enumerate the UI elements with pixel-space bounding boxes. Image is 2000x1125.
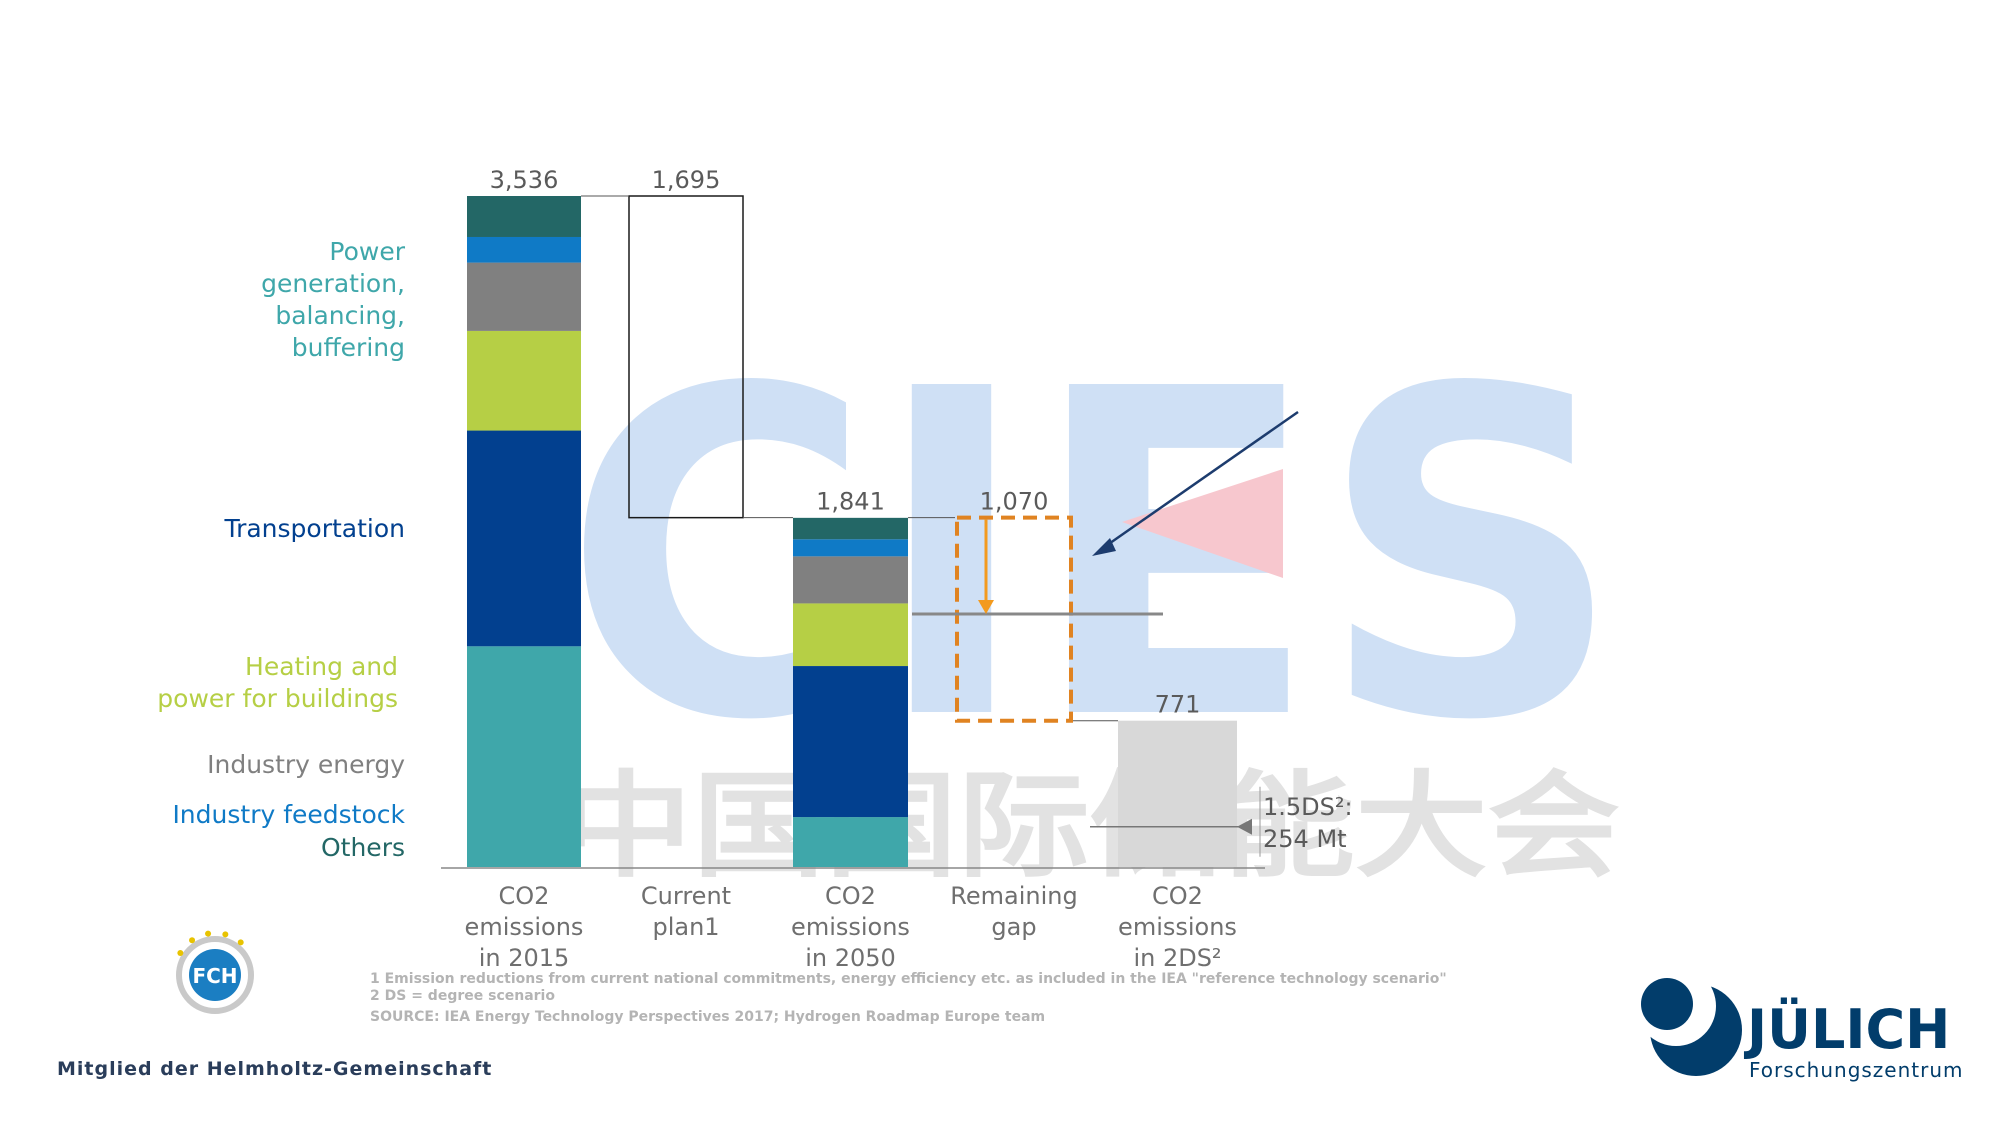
julich-logo-dot: [1641, 978, 1693, 1030]
bar-segment: [467, 646, 581, 867]
data-label: 3,536: [490, 166, 559, 194]
pointer-arrow-head: [1092, 538, 1116, 556]
bar-segment: [793, 539, 908, 557]
data-label: 771: [1155, 691, 1201, 719]
legend-label: Power: [329, 237, 405, 266]
footnote: 1 Emission reductions from current natio…: [370, 971, 1447, 987]
julich-logo-subtitle: Forschungszentrum: [1749, 1058, 1964, 1082]
bar-segment: [467, 330, 581, 431]
category-label: plan1: [652, 913, 719, 941]
fch-logo-text: FCH: [192, 964, 237, 988]
fch-logo-ring: [176, 936, 254, 1014]
bar-segment: [793, 817, 908, 867]
category-label: in 2015: [479, 944, 570, 972]
bar-segment: [793, 603, 908, 667]
legend-label: buffering: [292, 333, 405, 362]
fch-logo-star: [189, 937, 196, 944]
helmholtz-member-text: Mitglied der Helmholtz-Gemeinschaft: [57, 1058, 492, 1080]
legend-label: Heating and: [245, 652, 398, 681]
fch-logo-star: [237, 939, 244, 946]
category-label: CO2: [499, 882, 550, 910]
bar-2ds: [1118, 720, 1237, 867]
footnote: SOURCE: IEA Energy Technology Perspectiv…: [370, 1009, 1045, 1025]
category-label: in 2DS²: [1133, 944, 1221, 972]
watermark-triangle: [1122, 469, 1283, 578]
watermark-latin: CIES: [563, 295, 1623, 819]
data-label: 1,841: [816, 488, 885, 516]
legend-label: Industry energy: [207, 750, 405, 779]
category-label: Current: [641, 882, 731, 910]
bar-segment: [467, 196, 581, 237]
data-label: 1,070: [980, 488, 1049, 516]
legend-label: generation,: [261, 269, 405, 298]
fch-logo-star: [205, 930, 212, 937]
gap-arrow-head: [978, 600, 994, 615]
bar-segment: [793, 517, 908, 540]
footer: 1 Emission reductions from current natio…: [57, 930, 1964, 1082]
legend-label: Transportation: [223, 514, 405, 543]
bar-segment: [467, 430, 581, 647]
category-label: emissions: [791, 913, 910, 941]
chart-annotations: 1.5DS²: 254 Mt: [912, 410, 1353, 857]
annotation-text: 1.5DS²:: [1263, 793, 1353, 821]
pointer-arrow-shaft: [1102, 410, 1299, 550]
legend-label: balancing,: [275, 301, 405, 330]
category-label: emissions: [1118, 913, 1237, 941]
annotation-text: 254 Mt: [1263, 825, 1347, 853]
category-label: CO2: [1152, 882, 1203, 910]
chart-bars: [441, 195, 1265, 869]
legend-label: Others: [321, 833, 405, 862]
footnote: 2 DS = degree scenario: [370, 988, 555, 1004]
category-label: in 2050: [805, 944, 896, 972]
fch-logo-star: [177, 950, 184, 956]
legend-label: power for buildings: [157, 684, 398, 713]
bar-current-plan: [628, 195, 744, 519]
category-label: emissions: [465, 913, 584, 941]
data-label: 1,695: [652, 166, 721, 194]
fch-logo-star: [222, 931, 229, 938]
category-label: CO2: [825, 882, 876, 910]
bar-remaining-gap: [955, 515, 1073, 723]
chart-labels: 3,536 1,695 1,841 1,070 771 CO2 emissions in 20…: [157, 166, 1237, 972]
bar-segment: [793, 556, 908, 604]
annotation-arrowhead: [1237, 818, 1252, 835]
julich-logo-name: JÜLICH: [1743, 998, 1950, 1061]
bar-segment: [793, 666, 908, 818]
bar-segment: [467, 236, 581, 263]
bar-segment: [467, 262, 581, 331]
fch-logo-disc: [189, 949, 241, 1001]
category-label: gap: [991, 913, 1036, 941]
legend-label: Industry feedstock: [172, 800, 405, 829]
category-label: Remaining: [950, 882, 1077, 910]
